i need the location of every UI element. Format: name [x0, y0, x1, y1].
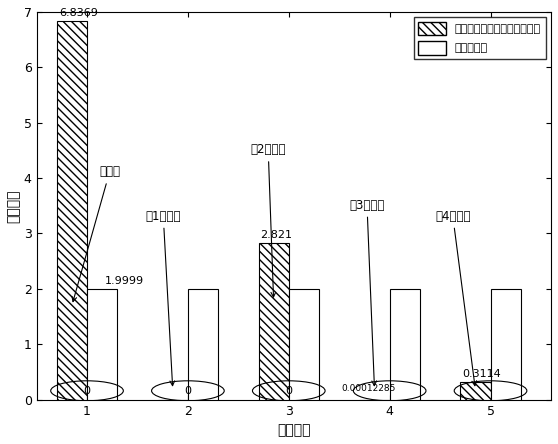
Bar — [389, 289, 420, 400]
Text: 6.8369: 6.8369 — [59, 8, 98, 18]
Text: 第2个中继: 第2个中继 — [251, 143, 286, 297]
Text: 第1个中继: 第1个中继 — [146, 210, 181, 386]
Text: 0: 0 — [184, 386, 191, 396]
Text: 0: 0 — [285, 386, 292, 396]
Text: 0.00012285: 0.00012285 — [341, 384, 396, 393]
Bar — [57, 21, 87, 400]
Bar — [258, 243, 289, 400]
Text: 2.821: 2.821 — [261, 230, 292, 240]
Text: 源节点: 源节点 — [72, 165, 120, 301]
Bar — [87, 289, 117, 400]
Bar — [490, 289, 521, 400]
Bar — [460, 382, 490, 400]
Bar — [188, 289, 218, 400]
Y-axis label: 发射功率: 发射功率 — [7, 189, 21, 222]
X-axis label: 节点个数: 节点个数 — [277, 423, 311, 437]
Text: 0: 0 — [84, 386, 90, 396]
Legend: 基于混合蛙跳算法的功率分配, 等功率分配: 基于混合蛙跳算法的功率分配, 等功率分配 — [414, 17, 546, 59]
Bar — [289, 289, 319, 400]
Text: 0.3114: 0.3114 — [462, 369, 501, 379]
Text: 1.9999: 1.9999 — [105, 276, 145, 285]
Text: 第4个中继: 第4个中继 — [435, 210, 477, 386]
Text: 第3个中继: 第3个中继 — [349, 198, 384, 386]
